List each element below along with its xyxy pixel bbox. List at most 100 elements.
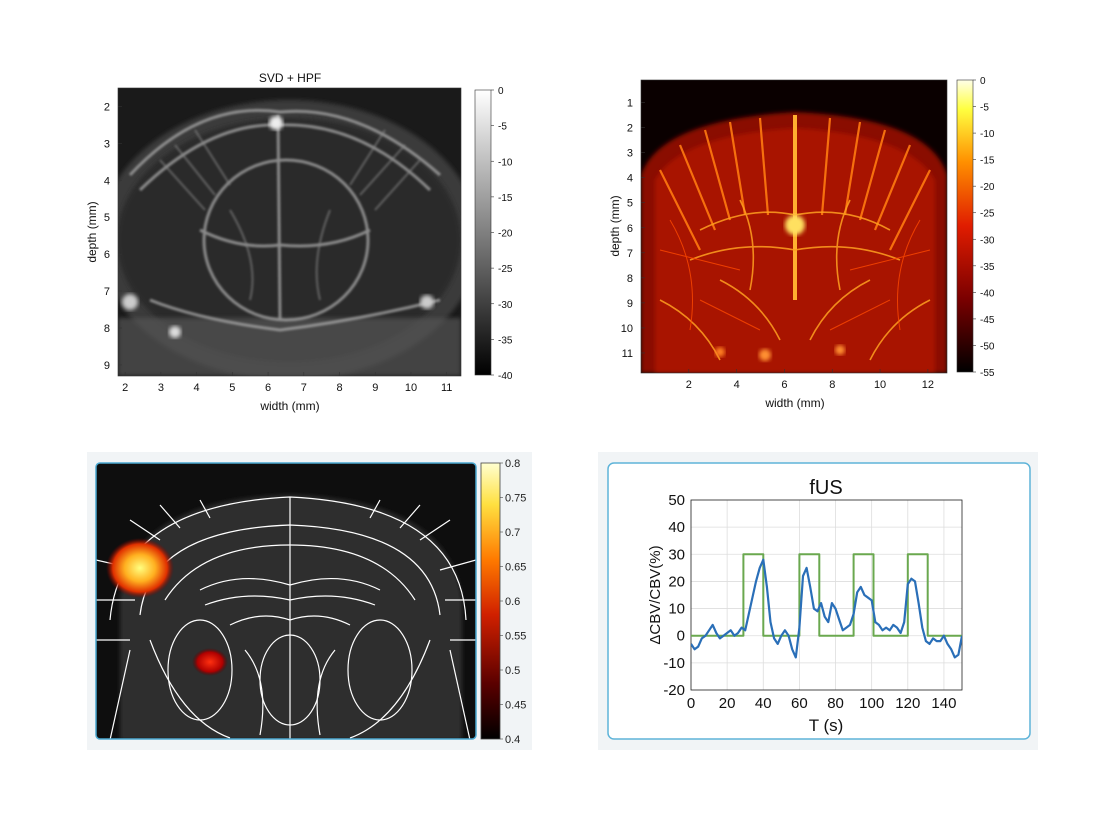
colorbar-tick-label: 0.5	[505, 665, 520, 677]
colorbar-tick-label: 0	[498, 86, 504, 97]
y-tick-label: 4	[104, 175, 110, 187]
colorbar-tick-label: 0.75	[505, 493, 526, 505]
colorbar-tick-label: -15	[980, 156, 995, 167]
panel-c-image	[96, 463, 476, 739]
y-tick-label: 4	[627, 173, 633, 185]
x-tick-label: 0	[687, 695, 695, 712]
y-tick-label: 50	[668, 492, 685, 509]
panel-b-colorbar-ticks: 0 -5 -10 -15 -20 -25 -30 -35 -40 -45 -50 -55	[973, 76, 995, 379]
y-tick-label: 5	[627, 198, 633, 210]
y-tick-label: 3	[627, 148, 633, 160]
panel-a-colorbar-ticks: 0 -5 -10 -15 -20 -25 -30 -35 -40	[491, 86, 513, 382]
x-tick-label: 6	[781, 379, 787, 391]
colorbar-tick-label: 0.4	[505, 734, 520, 746]
x-tick-label: 7	[301, 382, 307, 394]
x-tick-label: 9	[372, 382, 378, 394]
x-tick-label: 8	[336, 382, 342, 394]
panel-c-colorbar	[480, 462, 501, 740]
y-tick-label: 2	[627, 123, 633, 135]
x-tick-label: 5	[229, 382, 235, 394]
colorbar-tick-label: -5	[498, 122, 507, 133]
panel-d-xlabel: T (s)	[809, 716, 844, 735]
x-tick-label: 2	[122, 382, 128, 394]
panel-b-y-ticks: 1 2 3 4 5 6 7 8 9 10 11	[621, 98, 645, 360]
y-tick-label: 2	[104, 101, 110, 113]
colorbar-tick-label: 0.6	[505, 596, 520, 608]
y-tick-label: 0	[677, 628, 685, 645]
panel-b-image	[641, 80, 947, 373]
colorbar-tick-label: 0.8	[505, 458, 520, 470]
panel-a-image	[118, 88, 461, 376]
panel-d-x-ticks: 0 20 40 60 80 100 120 140	[687, 695, 957, 712]
y-tick-label: 11	[622, 348, 633, 360]
x-tick-label: 8	[829, 379, 835, 391]
panel-a-x-ticks: 2 3 4 5 6 7 8 9 10 11	[122, 372, 452, 394]
panel-a-colorbar	[474, 89, 492, 376]
y-tick-label: 8	[104, 323, 110, 335]
colorbar-tick-label: -20	[498, 229, 513, 240]
panel-c: 0.8 0.75 0.7 0.65 0.6 0.55 0.5 0.45 0.4	[87, 452, 532, 750]
x-tick-label: 10	[405, 382, 417, 394]
x-tick-label: 40	[755, 695, 772, 712]
colorbar-tick-label: -50	[980, 341, 995, 352]
panel-a-title: SVD + HPF	[259, 71, 321, 85]
y-tick-label: 5	[104, 212, 110, 224]
y-tick-label: 3	[104, 138, 110, 150]
panel-a-ylabel: depth (mm)	[85, 201, 99, 262]
x-tick-label: 80	[827, 695, 844, 712]
colorbar-tick-label: 0	[980, 76, 986, 87]
colorbar-tick-label: -45	[980, 315, 995, 326]
y-tick-label: 8	[627, 273, 633, 285]
colorbar-tick-label: -35	[498, 335, 513, 346]
panel-d-ylabel: ΔCBV/CBV(%)	[647, 545, 664, 644]
y-tick-label: 6	[627, 223, 633, 235]
panel-d-series	[691, 553, 962, 659]
y-tick-label: 20	[668, 573, 685, 590]
x-tick-label: 12	[922, 379, 934, 391]
panel-b-xlabel: width (mm)	[764, 396, 824, 410]
colorbar-tick-label: 0.7	[505, 527, 520, 539]
y-tick-label: 9	[104, 360, 110, 372]
y-tick-label: -10	[663, 655, 685, 672]
panel-d-y-ticks: -20 -10 0 10 20 30 40 50	[663, 492, 685, 699]
colorbar-tick-label: -15	[498, 193, 513, 204]
colorbar-tick-label: -35	[980, 262, 995, 273]
panel-d: fUS 0 20 40 60 80 100 120 140 -20 -10 0 10 20 30 40 50…	[598, 452, 1038, 750]
response-series-line	[691, 558, 962, 659]
colorbar-tick-label: -30	[980, 235, 995, 246]
y-tick-label: 1	[627, 98, 633, 110]
colorbar-tick-label: -5	[980, 103, 989, 114]
panel-a-xlabel: width (mm)	[259, 399, 319, 413]
y-tick-label: 40	[668, 519, 685, 536]
colorbar-tick-label: -30	[498, 300, 513, 311]
x-tick-label: 120	[895, 695, 920, 712]
panel-b-colorbar	[956, 79, 974, 373]
y-tick-label: 7	[627, 248, 633, 260]
colorbar-tick-label: -55	[980, 368, 995, 379]
y-tick-label: 10	[621, 323, 633, 335]
colorbar-tick-label: -10	[980, 129, 995, 140]
panel-b-x-ticks: 2 4 6 8 10 12	[686, 369, 934, 391]
x-tick-label: 60	[791, 695, 808, 712]
colorbar-tick-label: 0.55	[505, 631, 526, 643]
y-tick-label: 10	[668, 601, 685, 618]
panel-a-y-ticks: 2 3 4 5 6 7 8 9	[104, 101, 122, 372]
x-tick-label: 6	[265, 382, 271, 394]
x-tick-label: 4	[734, 379, 740, 391]
x-tick-label: 10	[874, 379, 886, 391]
x-tick-label: 4	[194, 382, 200, 394]
panel-c-frame	[95, 462, 477, 740]
panel-a: SVD + HPF 2 3 4 5 6 7	[85, 71, 513, 413]
colorbar-tick-label: -10	[498, 157, 513, 168]
x-tick-label: 2	[686, 379, 692, 391]
y-tick-label: 7	[104, 286, 110, 298]
x-tick-label: 140	[931, 695, 956, 712]
y-tick-label: -20	[663, 682, 685, 699]
colorbar-tick-label: -20	[980, 182, 995, 193]
x-tick-label: 11	[441, 382, 452, 394]
colorbar-tick-label: -25	[980, 209, 995, 220]
x-tick-label: 3	[158, 382, 164, 394]
y-tick-label: 9	[627, 298, 633, 310]
y-tick-label: 6	[104, 249, 110, 261]
